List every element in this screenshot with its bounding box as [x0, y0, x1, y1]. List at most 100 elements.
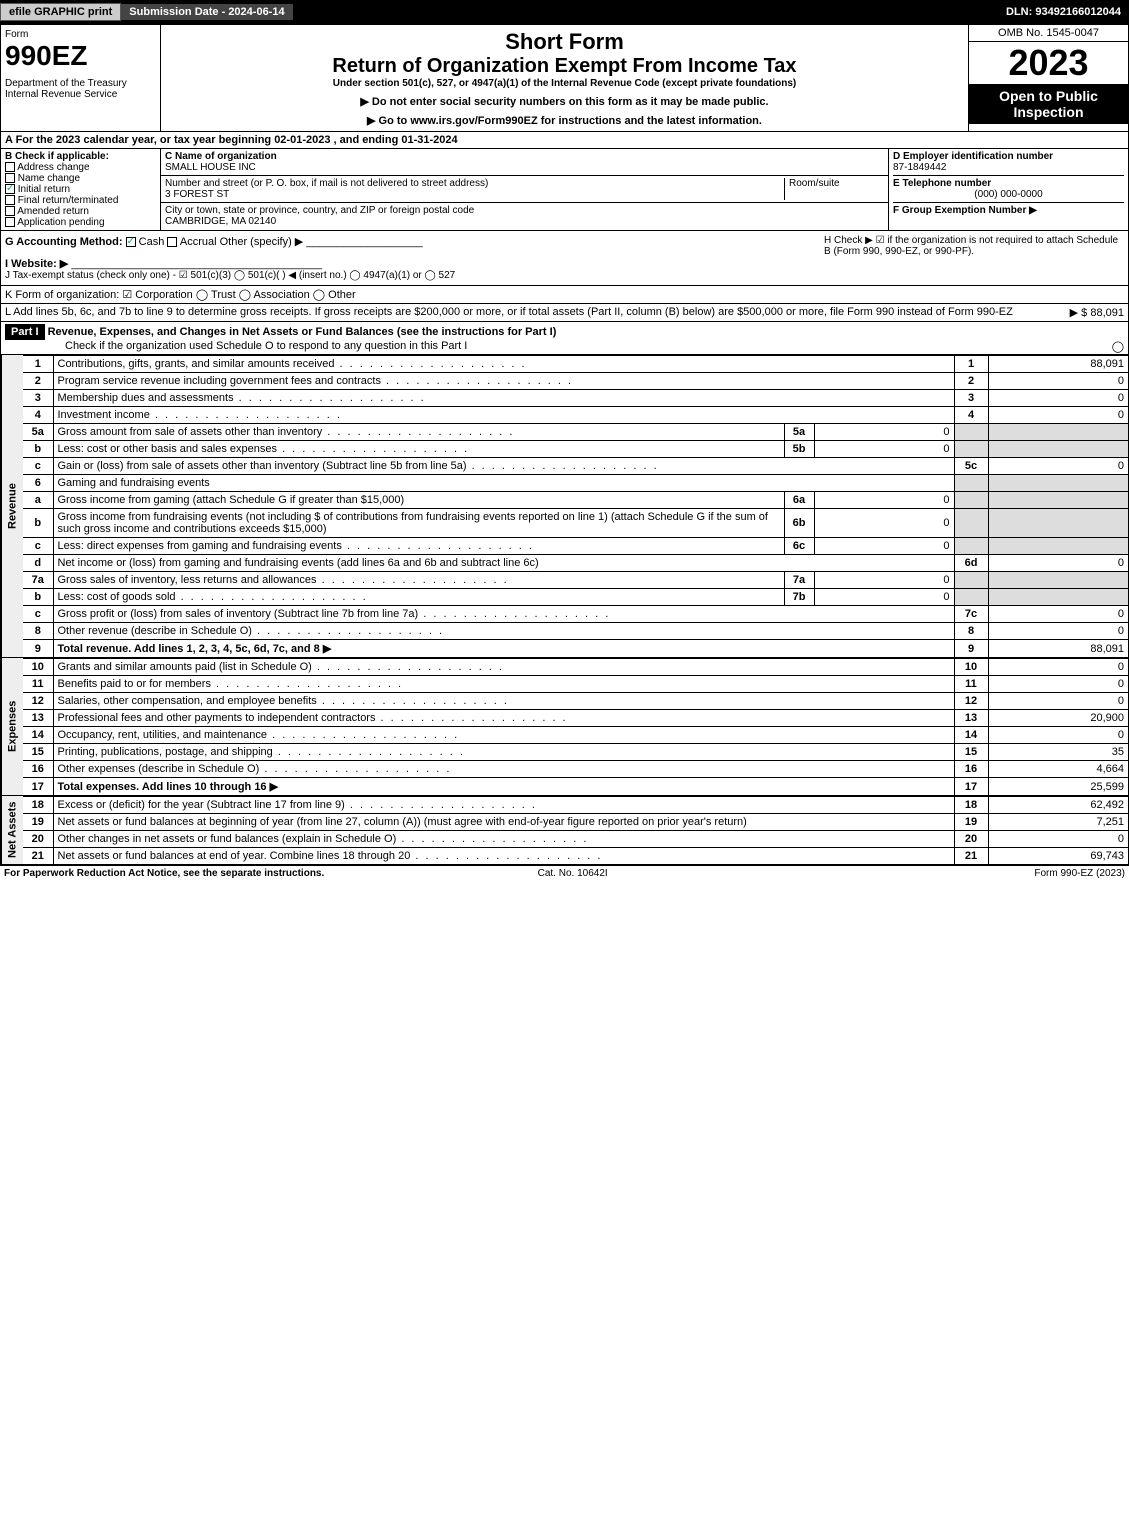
line-19-num: 19: [23, 814, 53, 831]
line-12-num: 12: [23, 693, 53, 710]
line-6d-num: d: [23, 555, 53, 572]
revenue-section: Revenue 1Contributions, gifts, grants, a…: [0, 355, 1129, 658]
netassets-section: Net Assets 18Excess or (deficit) for the…: [0, 796, 1129, 865]
line-3-lab: 3: [954, 390, 988, 407]
line-6b-shade: [954, 509, 988, 538]
c-name-label: C Name of organization: [165, 151, 277, 162]
short-form-title: Short Form: [165, 29, 964, 55]
open-to-public: Open to Public Inspection: [969, 84, 1128, 124]
line-5b-sv: 0: [814, 441, 954, 458]
j-tax-exempt: J Tax-exempt status (check only one) - ☑…: [5, 270, 1124, 281]
footer-left: For Paperwork Reduction Act Notice, see …: [4, 868, 324, 879]
line-6-shade: [954, 475, 988, 492]
col-b: B Check if applicable: Address change Na…: [1, 149, 161, 230]
line-5a-shade: [954, 424, 988, 441]
line-6a-sv: 0: [814, 492, 954, 509]
b-item-1[interactable]: Name change: [5, 173, 156, 184]
line-17-val: 25,599: [988, 778, 1128, 796]
line-19-lab: 19: [954, 814, 988, 831]
phone-label: E Telephone number: [893, 175, 1124, 189]
line-18-num: 18: [23, 797, 53, 814]
b-label-0: Address change: [17, 162, 89, 173]
line-16-val: 4,664: [988, 761, 1128, 778]
line-5b-desc: Less: cost or other basis and sales expe…: [53, 441, 784, 458]
line-7c-num: c: [23, 606, 53, 623]
line-4-val: 0: [988, 407, 1128, 424]
line-7a-shadeval: [988, 572, 1128, 589]
submission-date: Submission Date - 2024-06-14: [121, 4, 292, 20]
line-3-val: 0: [988, 390, 1128, 407]
dln: DLN: 93492166012044: [1006, 6, 1129, 18]
main-title: Return of Organization Exempt From Incom…: [165, 55, 964, 78]
section-k: K Form of organization: ☑ Corporation ◯ …: [0, 286, 1129, 304]
line-6d-lab: 6d: [954, 555, 988, 572]
b-item-4[interactable]: Amended return: [5, 206, 156, 217]
under-section: Under section 501(c), 527, or 4947(a)(1)…: [165, 78, 964, 89]
footer-catno: Cat. No. 10642I: [538, 868, 608, 879]
line-6c-shade: [954, 538, 988, 555]
g-label: G Accounting Method:: [5, 236, 123, 248]
street: 3 FOREST ST: [165, 189, 229, 200]
line-10-lab: 10: [954, 659, 988, 676]
line-5a-shadeval: [988, 424, 1128, 441]
line-7a-desc: Gross sales of inventory, less returns a…: [53, 572, 784, 589]
form-number: 990EZ: [5, 40, 156, 72]
line-20-num: 20: [23, 831, 53, 848]
ein-value: 87-1849442: [893, 162, 1124, 173]
line-7c-lab: 7c: [954, 606, 988, 623]
line-1-num: 1: [23, 356, 53, 373]
line-11-val: 0: [988, 676, 1128, 693]
b-item-0[interactable]: Address change: [5, 162, 156, 173]
line-4-num: 4: [23, 407, 53, 424]
line-5a-num: 5a: [23, 424, 53, 441]
b-item-5[interactable]: Application pending: [5, 217, 156, 228]
line-6-desc: Gaming and fundraising events: [53, 475, 954, 492]
line-11-desc: Benefits paid to or for members: [53, 676, 954, 693]
group-exempt-label: F Group Exemption Number ▶: [893, 202, 1124, 216]
org-name: SMALL HOUSE INC: [165, 162, 256, 173]
line-6a-num: a: [23, 492, 53, 509]
line-10-num: 10: [23, 659, 53, 676]
line-7b-num: b: [23, 589, 53, 606]
line-11-num: 11: [23, 676, 53, 693]
line-5a-sl: 5a: [784, 424, 814, 441]
line-13-val: 20,900: [988, 710, 1128, 727]
street-label: Number and street (or P. O. box, if mail…: [165, 178, 488, 189]
line-9-num: 9: [23, 640, 53, 658]
line-10-val: 0: [988, 659, 1128, 676]
ssn-note: ▶ Do not enter social security numbers o…: [165, 95, 964, 108]
city: CAMBRIDGE, MA 02140: [165, 216, 276, 227]
part1-header: Part I Revenue, Expenses, and Changes in…: [0, 322, 1129, 355]
line-5c-val: 0: [988, 458, 1128, 475]
tax-year: 2023: [969, 42, 1128, 84]
line-5b-shadeval: [988, 441, 1128, 458]
accrual-check[interactable]: [167, 237, 177, 247]
city-block: City or town, state or province, country…: [161, 203, 888, 229]
line-21-desc: Net assets or fund balances at end of ye…: [53, 848, 954, 865]
section-l: L Add lines 5b, 6c, and 7b to line 9 to …: [0, 304, 1129, 322]
line-20-desc: Other changes in net assets or fund bala…: [53, 831, 954, 848]
line-16-lab: 16: [954, 761, 988, 778]
col-c: C Name of organization SMALL HOUSE INC N…: [161, 149, 888, 230]
ein-label: D Employer identification number: [893, 151, 1124, 162]
b-item-3[interactable]: Final return/terminated: [5, 195, 156, 206]
section-a: A For the 2023 calendar year, or tax yea…: [0, 132, 1129, 149]
b-label-2: Initial return: [18, 184, 70, 195]
line-1-val: 88,091: [988, 356, 1128, 373]
efile-print-button[interactable]: efile GRAPHIC print: [0, 3, 121, 21]
line-7a-sl: 7a: [784, 572, 814, 589]
cash-check[interactable]: [126, 237, 136, 247]
line-13-num: 13: [23, 710, 53, 727]
l-text: L Add lines 5b, 6c, and 7b to line 9 to …: [5, 306, 1070, 319]
line-14-val: 0: [988, 727, 1128, 744]
line-17-lab: 17: [954, 778, 988, 796]
col-d: D Employer identification number 87-1849…: [888, 149, 1128, 230]
city-label: City or town, state or province, country…: [165, 205, 474, 216]
b-label-5: Application pending: [17, 217, 104, 228]
b-item-2[interactable]: Initial return: [5, 184, 156, 195]
line-4-lab: 4: [954, 407, 988, 424]
line-5b-num: b: [23, 441, 53, 458]
omb-number: OMB No. 1545-0047: [969, 25, 1128, 42]
line-18-desc: Excess or (deficit) for the year (Subtra…: [53, 797, 954, 814]
line-5c-num: c: [23, 458, 53, 475]
